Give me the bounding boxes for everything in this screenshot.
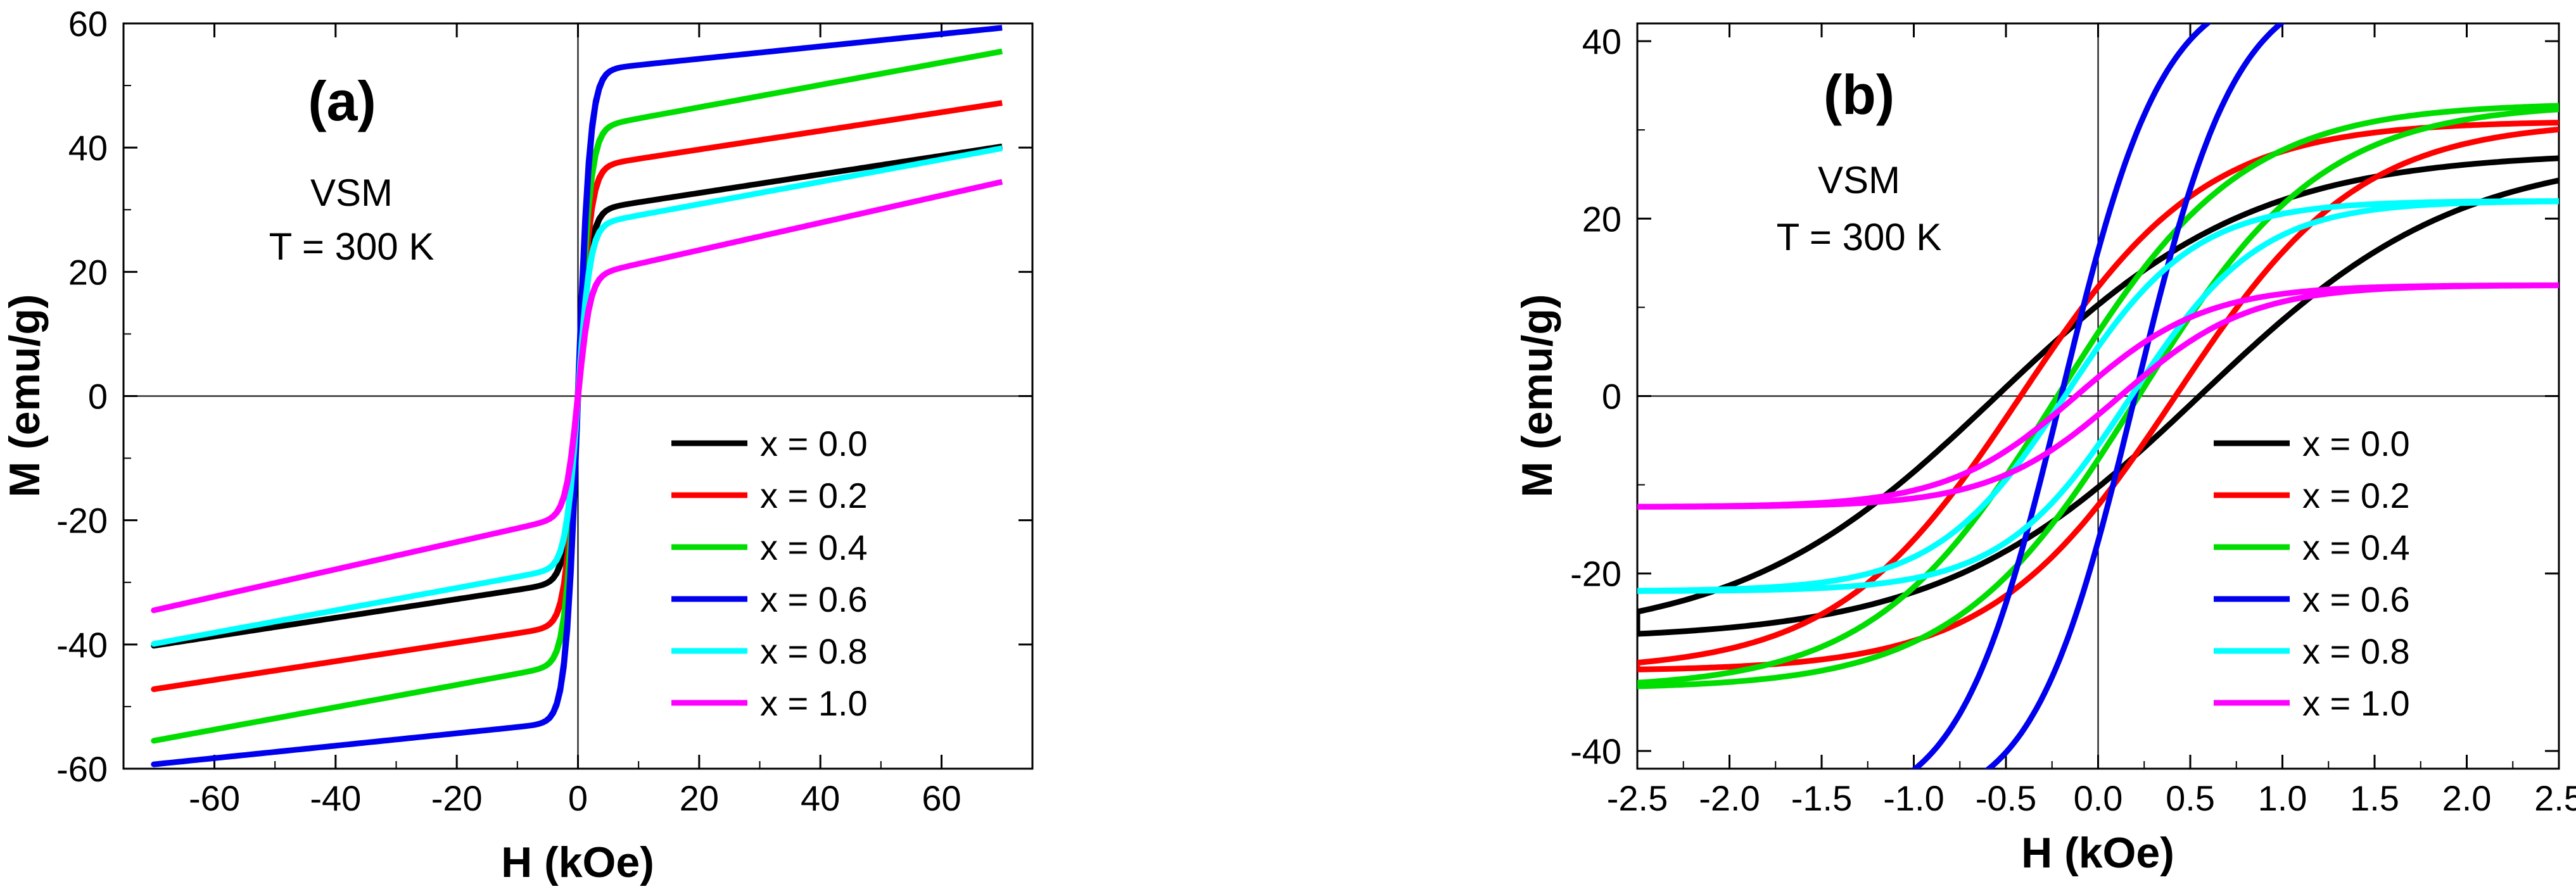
y-tick-label-a: -60: [56, 749, 108, 789]
legend-label-x04-a: x = 0.4: [760, 527, 868, 567]
legend-label-x04-b: x = 0.4: [2302, 527, 2410, 567]
y-tick-label-b: 20: [1582, 199, 1621, 239]
x-tick-label-b: 1.0: [2258, 778, 2307, 818]
legend-label-x08-a: x = 0.8: [760, 631, 868, 671]
legend-label-x08-b: x = 0.8: [2302, 631, 2410, 671]
y-tick-label-b: -20: [1570, 554, 1621, 594]
y-tick-label-a: 20: [68, 252, 108, 292]
x-tick-label-a: 20: [680, 778, 719, 818]
annotation-vsm-a: VSM: [310, 172, 393, 214]
panel-label-a: (a): [308, 70, 376, 132]
y-axis-title-a: M (emu/g): [1, 294, 49, 497]
legend-label-x10-a: x = 1.0: [760, 683, 868, 723]
legend-label-x02-b: x = 0.2: [2302, 476, 2410, 515]
series-line-x00-b: [1637, 155, 2559, 637]
annotation-vsm-b: VSM: [1818, 159, 1900, 201]
x-tick-label-b: 2.0: [2442, 778, 2492, 818]
x-tick-label-b: -1.0: [1883, 778, 1945, 818]
series-line-x10-a: [151, 179, 1003, 614]
panel-b: -2.5 -2.0 -1.5 -1.0 -0.5 0.0 0.5 1.0 1.5 2.0 2.5 -4…: [1513, 22, 2576, 877]
y-tick-label-b: 40: [1582, 22, 1621, 61]
x-tick-label-b: -2.5: [1607, 778, 1668, 818]
y-tick-label-b: -40: [1570, 731, 1621, 771]
legend-label-x06-b: x = 0.6: [2302, 579, 2410, 619]
y-tick-label-a: 0: [88, 377, 108, 417]
y-tick-label-b: 0: [1602, 377, 1621, 417]
series-line-x04-a: [151, 48, 1003, 744]
y-tick-label-a: -20: [56, 501, 108, 541]
series-line-x02-a: [151, 100, 1003, 692]
x-tick-label-b: -2.0: [1699, 778, 1760, 818]
series-line-x04-b: [1637, 103, 2559, 690]
series-line-x08-a: [151, 145, 1003, 647]
legend-b: x = 0.0 x = 0.2 x = 0.4 x = 0.6 x = 0.8 x = 1…: [2214, 424, 2410, 723]
x-tick-label-a: 0: [568, 778, 588, 818]
x-tick-label-a: -20: [431, 778, 483, 818]
x-tick-label-b: 2.5: [2534, 778, 2576, 818]
annotation-temperature-a: T = 300 K: [269, 225, 435, 268]
x-tick-label-a: 40: [801, 778, 840, 818]
legend-label-x10-b: x = 1.0: [2302, 683, 2410, 723]
x-tick-label-a: -60: [189, 778, 240, 818]
x-tick-label-a: 60: [922, 778, 961, 818]
x-tick-label-b: -0.5: [1976, 778, 2037, 818]
series-line-x10-b: [1637, 282, 2559, 510]
y-axis-title-b: M (emu/g): [1513, 294, 1561, 497]
y-tick-label-a: 60: [68, 4, 108, 44]
panel-label-b: (b): [1824, 63, 1894, 126]
series-line-x06-a: [151, 25, 1003, 767]
x-tick-label-b: 0.5: [2166, 778, 2215, 818]
legend-label-x02-a: x = 0.2: [760, 476, 868, 515]
x-axis-title-b: H (kOe): [2021, 829, 2174, 877]
series-line-x06-b: [1910, 23, 2286, 769]
x-tick-label-b: 1.5: [2350, 778, 2399, 818]
legend-label-x00-b: x = 0.0: [2302, 424, 2410, 463]
x-tick-label-a: -40: [310, 778, 361, 818]
legend-label-x06-a: x = 0.6: [760, 579, 868, 619]
series-line-x02-b: [1637, 120, 2559, 672]
annotation-temperature-b: T = 300 K: [1777, 216, 1942, 258]
y-tick-label-a: 40: [68, 128, 108, 168]
x-axis-title-a: H (kOe): [501, 838, 654, 886]
y-tick-label-a: -40: [56, 625, 108, 665]
panel-a: -60 -40 -20 0 20 40 60 -60 -40 -20 0 20 40 60 (a) VSM…: [1, 4, 1034, 886]
x-tick-label-b: -1.5: [1791, 778, 1853, 818]
legend-a: x = 0.0 x = 0.2 x = 0.4 x = 0.6 x = 0.8 x = 1…: [671, 424, 868, 723]
x-tick-label-b: 0.0: [2074, 778, 2123, 818]
legend-label-x00-a: x = 0.0: [760, 424, 868, 463]
series-line-x08-b: [1637, 198, 2559, 594]
